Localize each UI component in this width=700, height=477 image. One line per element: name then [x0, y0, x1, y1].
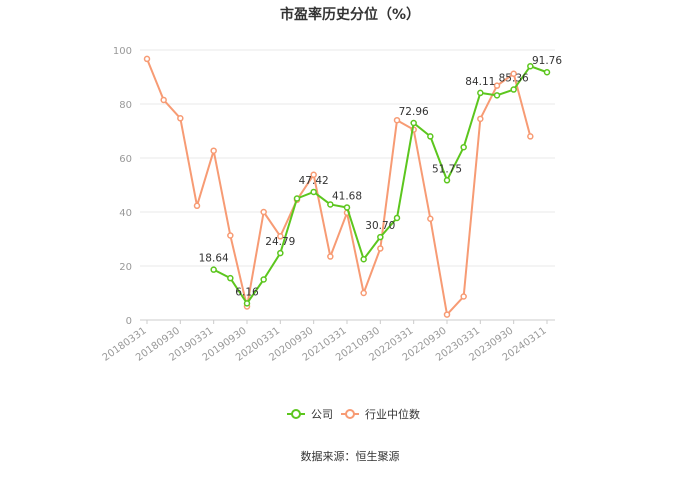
- data-label: 41.68: [332, 190, 362, 202]
- data-point-industry-median[interactable]: [260, 208, 267, 216]
- legend-item-industry-median[interactable]: 行业中位数: [341, 407, 420, 421]
- legend-swatch-company-marker: [291, 409, 301, 419]
- data-point-company[interactable]: [377, 233, 384, 241]
- data-label: 72.96: [399, 106, 429, 118]
- legend-item-company[interactable]: 公司: [287, 408, 333, 421]
- y-tick-label: 80: [119, 100, 132, 111]
- data-point-company[interactable]: [477, 89, 484, 97]
- data-point-company[interactable]: [293, 195, 301, 202]
- data-point-company[interactable]: [527, 62, 534, 70]
- data-point-industry-median[interactable]: [327, 253, 334, 260]
- series-line-company: [213, 65, 548, 305]
- legend-swatch-industry-marker: [345, 409, 355, 419]
- data-point-industry-median[interactable]: [427, 215, 434, 222]
- legend-label-industry-median: 行业中位数: [365, 407, 420, 421]
- data-point-industry-median[interactable]: [277, 233, 284, 240]
- data-point-industry-median[interactable]: [143, 55, 151, 63]
- data-point-company[interactable]: [210, 266, 217, 273]
- data-point-company[interactable]: [310, 188, 317, 196]
- legend-label-company: 公司: [311, 408, 333, 421]
- legend: 公司 行业中位数: [287, 407, 420, 421]
- y-tick-label: 100: [113, 46, 132, 57]
- data-point-company[interactable]: [260, 276, 267, 283]
- data-label: 30.70: [365, 220, 395, 232]
- y-tick-label: 40: [119, 208, 132, 219]
- data-label: 18.64: [199, 253, 229, 265]
- data-point-industry-median[interactable]: [227, 232, 234, 239]
- data-point-company[interactable]: [410, 119, 417, 127]
- data-point-company[interactable]: [360, 256, 367, 263]
- data-point-industry-median[interactable]: [177, 115, 184, 122]
- data-point-company[interactable]: [243, 300, 251, 307]
- y-tick-label: 20: [119, 262, 132, 273]
- data-point-industry-median[interactable]: [210, 147, 217, 154]
- data-label: 84.11: [465, 76, 495, 88]
- data-point-company[interactable]: [443, 177, 451, 184]
- data-point-industry-median[interactable]: [393, 116, 401, 124]
- y-tick-label: 0: [126, 316, 132, 327]
- data-point-industry-median[interactable]: [160, 96, 167, 104]
- data-point-industry-median[interactable]: [310, 171, 317, 178]
- data-label: 91.76: [532, 55, 562, 67]
- data-point-company[interactable]: [493, 92, 501, 99]
- data-point-company[interactable]: [227, 274, 234, 282]
- data-point-industry-median[interactable]: [493, 82, 501, 89]
- data-point-company[interactable]: [427, 133, 434, 140]
- series-lines: [143, 55, 551, 318]
- data-point-company[interactable]: [460, 143, 467, 151]
- data-point-industry-median[interactable]: [193, 202, 201, 210]
- data-point-industry-median[interactable]: [510, 70, 517, 78]
- data-label: 51.75: [432, 163, 462, 175]
- data-label: 85.36: [499, 73, 529, 85]
- data-point-company[interactable]: [277, 249, 284, 257]
- y-tick-label: 60: [119, 154, 132, 165]
- data-point-industry-median[interactable]: [443, 311, 451, 318]
- data-point-industry-median[interactable]: [527, 133, 534, 140]
- data-point-industry-median[interactable]: [360, 289, 367, 297]
- data-label: 47.42: [299, 175, 329, 187]
- data-point-company[interactable]: [510, 86, 517, 93]
- source-note: 数据来源：恒生聚源: [301, 449, 400, 463]
- series-line-industry-median: [146, 58, 532, 316]
- data-label: 6.16: [235, 286, 259, 298]
- data-point-industry-median[interactable]: [477, 115, 484, 123]
- chart-title: 市盈率历史分位（%）: [280, 6, 420, 23]
- data-point-company[interactable]: [343, 204, 351, 211]
- data-point-company[interactable]: [543, 68, 551, 76]
- data-label: 24.79: [265, 236, 295, 248]
- data-point-industry-median[interactable]: [460, 293, 467, 300]
- data-point-company[interactable]: [327, 201, 334, 208]
- data-point-industry-median[interactable]: [377, 245, 384, 252]
- data-point-company[interactable]: [393, 214, 401, 222]
